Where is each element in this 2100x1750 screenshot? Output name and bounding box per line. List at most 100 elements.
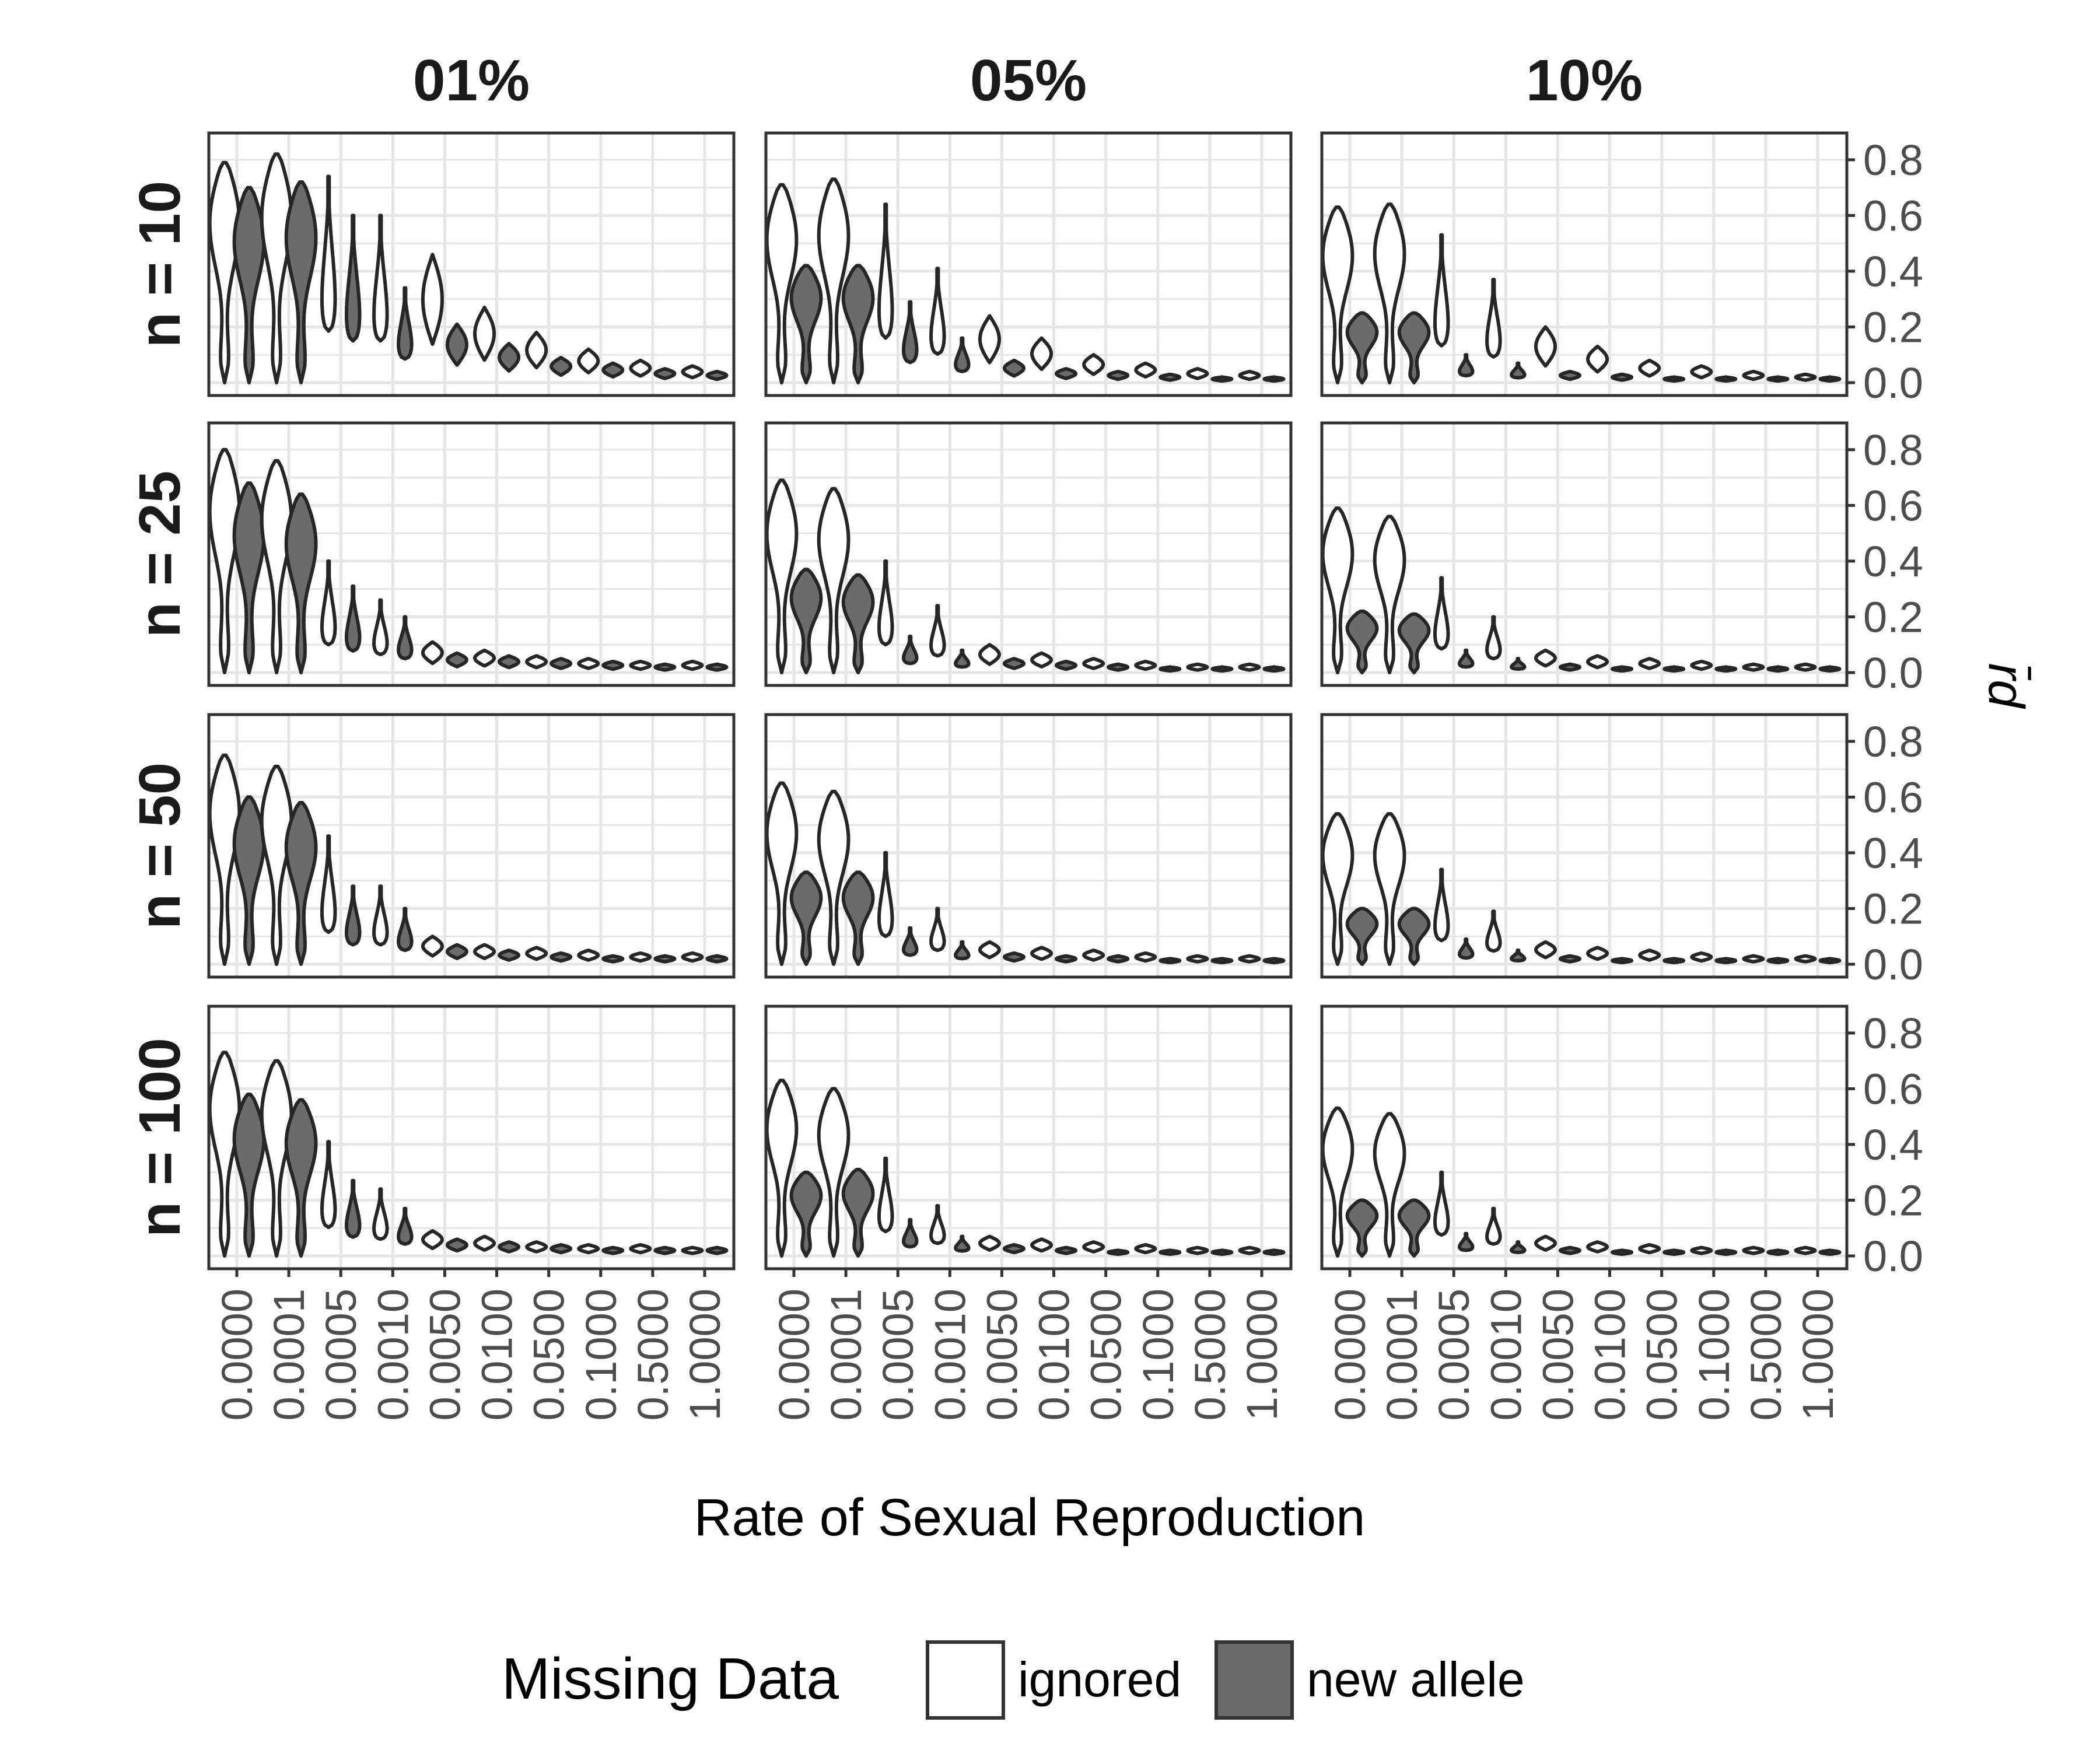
violin-new-allele-0.5000 [1766,375,1790,383]
violin-new-allele-0.0010 [1510,1240,1527,1254]
x-tick-label: 0.0500 [525,1289,573,1420]
row-strip-label: n = 25 [127,471,192,638]
violin-ignored-1.0000 [1794,954,1817,964]
violin-ignored-1.0000 [1238,954,1261,964]
violin-new-allele-0.0001 [841,1167,875,1258]
x-tick-label: 0.1000 [1134,1289,1182,1420]
panel-border [764,421,1293,687]
violin-new-allele-0.0100 [498,342,520,373]
y-tick-label: 0.4 [1863,247,1923,296]
legend-label-new-allele: new allele [1307,1652,1525,1707]
panel-01pct-n25 [207,421,736,687]
violin-new-allele-0.1000 [1714,665,1738,673]
row-strip-label: n = 50 [127,762,192,929]
violin-ignored-0.0001 [817,1087,850,1258]
y-axis: 0.0 0.2 0.4 0.6 0.8 0.0 0.2 0.4 0.6 0.8 0.0 0.2 0.4 0… [1847,136,1923,1280]
x-tick-label: 0.0010 [1482,1289,1530,1420]
violin-ignored-0.5000 [1742,369,1765,382]
violin-ignored-0.5000 [629,1242,652,1255]
violin-new-allele-0.0010 [954,648,971,669]
violin-new-allele-0.0500 [1107,954,1130,964]
violin-ignored-0.0050 [1534,1234,1557,1252]
violin-ignored-0.0050 [421,1229,444,1251]
legend-label-ignored: ignored [1018,1652,1181,1707]
violin-new-allele-0.5000 [1766,1248,1790,1256]
violin-ignored-0.0010 [929,1204,946,1245]
y-tick-label: 0.0 [1863,940,1923,989]
violin-ignored-1.0000 [681,659,704,671]
panel-grid [209,1006,734,1269]
violin-new-allele-1.0000 [1818,1248,1842,1256]
violin-ignored-1.0000 [1238,662,1261,672]
y-tick-label: 0.8 [1863,1009,1923,1058]
violin-new-allele-0.0500 [1107,1248,1130,1256]
x-tick-label: 0.0500 [1638,1289,1686,1420]
x-tick-label: 1.0000 [1238,1289,1286,1420]
violin-ignored-0.0100 [473,306,496,362]
panel-10pct-n100 [1320,1005,1849,1270]
col-strip-label: 01% [413,48,530,113]
violin-new-allele-0.0001 [841,264,875,384]
violin-ignored-0.0010 [1485,615,1502,661]
violin-ignored-0.0100 [1586,1240,1609,1254]
violin-new-allele-0.0005 [345,884,362,947]
x-tick-label: 0.0001 [822,1289,870,1420]
violin-ignored-0.1000 [1690,1245,1713,1255]
violin-ignored-0.5000 [1742,1245,1765,1255]
violin-new-allele-0.0001 [841,870,875,966]
violin-ignored-0.0050 [421,253,444,346]
panel-background [766,423,1291,685]
panel-01pct-n10 [207,131,736,397]
col-strip-label: 05% [970,48,1087,113]
violin-new-allele-0.0001 [284,492,318,674]
violin-ignored-1.0000 [1238,1245,1261,1255]
violin-ignored-0.5000 [629,659,652,671]
panel-border [1320,713,1849,979]
y-tick-label: 0.6 [1863,481,1923,530]
violin-ignored-0.5000 [1742,954,1765,964]
panel-grid [1322,1006,1847,1269]
panel-grid [1322,133,1847,396]
violin-new-allele-0.0500 [1107,662,1130,672]
violin-new-allele-0.0010 [1510,949,1527,963]
violin-new-allele-1.0000 [1262,957,1286,965]
violin-new-allele-1.0000 [1262,1248,1286,1256]
x-tick-label: 0.0500 [1082,1289,1130,1420]
violin-new-allele-0.0000 [789,870,823,966]
violin-new-allele-0.0100 [1611,665,1633,673]
panel-05pct-n25 [764,421,1293,687]
violin-ignored-1.0000 [681,364,704,380]
violin-new-allele-0.5000 [653,367,677,380]
violin-ignored-0.0050 [421,935,444,958]
panel-05pct-n50 [764,713,1293,979]
violin-ignored-1.0000 [681,1245,704,1255]
violin-new-allele-0.1000 [601,361,625,379]
violin-ignored-0.0010 [1485,909,1502,953]
panel-border [1320,1005,1849,1270]
violin-ignored-0.0010 [372,1187,389,1241]
violin-ignored-0.0010 [1485,278,1502,359]
y-tick-label: 0.2 [1863,593,1923,642]
x-tick-label: 0.0000 [213,1289,261,1420]
violin-new-allele-0.1000 [601,659,625,671]
violin-new-allele-1.0000 [1262,665,1286,673]
violin-ignored-0.0050 [978,1234,1001,1252]
violin-ignored-0.0005 [1433,233,1450,348]
violin-new-allele-0.0500 [550,356,573,377]
violin-new-allele-0.5000 [1766,665,1790,673]
x-tick-label: 0.0001 [1378,1289,1426,1420]
violin-new-allele-0.0050 [1558,954,1581,964]
violin-ignored-0.5000 [1186,367,1209,380]
violin-ignored-1.0000 [1794,662,1817,672]
y-tick-label: 0.6 [1863,773,1923,821]
violin-ignored-0.0100 [1586,344,1609,374]
violin-new-allele-0.0001 [1397,1198,1431,1258]
violin-new-allele-0.0050 [1002,358,1026,378]
violin-ignored-0.1000 [1134,659,1157,671]
violin-new-allele-0.0000 [1345,609,1379,674]
x-tick-label: 0.0001 [265,1289,313,1420]
violin-new-allele-0.5000 [653,1245,677,1255]
violin-new-allele-0.0005 [345,584,362,653]
violin-new-allele-1.0000 [1262,375,1286,383]
y-axis-title: r̄d [1978,663,2034,710]
